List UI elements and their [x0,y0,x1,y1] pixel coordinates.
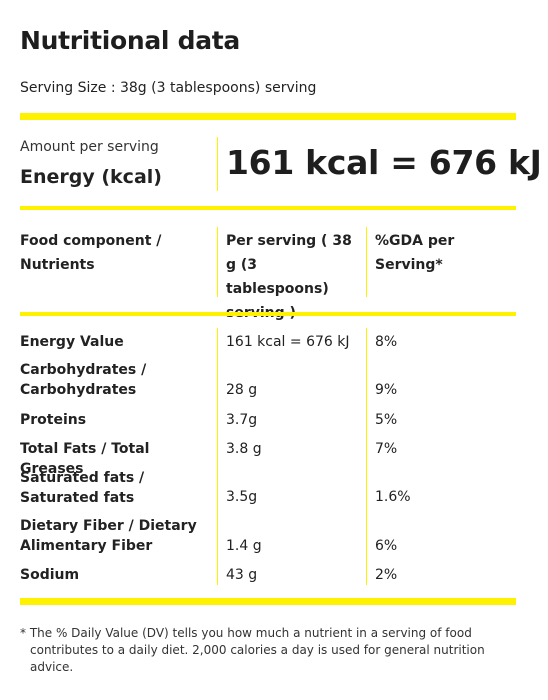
nutrient-value: 161 kcal = 676 kJ [226,334,350,350]
nutrient-name: Carbohydrates / Carbohydrates [20,362,147,398]
nutrient-gda: 1.6% [375,489,411,505]
nutrient-name: Dietary Fiber / Dietary Alimentary Fiber [20,518,197,554]
amount-per-serving-label: Amount per serving [20,139,159,155]
nutrient-value: 43 g [226,567,258,583]
nutrient-value: 3.7g [226,412,258,428]
divider-top [20,113,516,120]
nutrient-name: Energy Value [20,334,124,350]
nutrient-value: 3.5g [226,489,258,505]
nutrient-gda: 9% [375,382,398,398]
nutrient-gda: 6% [375,538,398,554]
page-title: Nutritional data [20,26,240,55]
nutrient-gda: 8% [375,334,398,350]
nutrient-value: 28 g [226,382,258,398]
divider-header [20,312,516,316]
nutrient-name: Proteins [20,412,87,428]
footnote: * The % Daily Value (DV) tells you how m… [20,626,485,674]
nutrient-name: Sodium [20,567,80,583]
energy-label: Energy (kcal) [20,166,162,188]
energy-value: 161 kcal = 676 kJ [226,143,542,182]
header-food-component: Food component / Nutrients [20,233,162,273]
header-gda: %GDA per Serving* [375,233,455,273]
nutrient-gda: 2% [375,567,398,583]
body-divider-1 [217,328,218,585]
divider-bottom [20,598,516,605]
nutrient-value: 1.4 g [226,538,262,554]
nutrient-gda: 5% [375,412,398,428]
nutrient-value: 3.8 g [226,441,262,457]
divider-energy [20,206,516,210]
header-per-serving: Per serving ( 38 g (3 tablespoons) servi… [226,233,352,321]
serving-size: Serving Size : 38g (3 tablespoons) servi… [20,80,317,96]
energy-column-divider [217,137,218,191]
nutrient-name: Total Fats / Total Greases [20,441,150,477]
nutrient-name: Saturated fats / Saturated fats [20,470,145,506]
header-divider-2 [366,227,367,297]
header-divider-1 [217,227,218,297]
nutrient-gda: 7% [375,441,398,457]
body-divider-2 [366,328,367,585]
